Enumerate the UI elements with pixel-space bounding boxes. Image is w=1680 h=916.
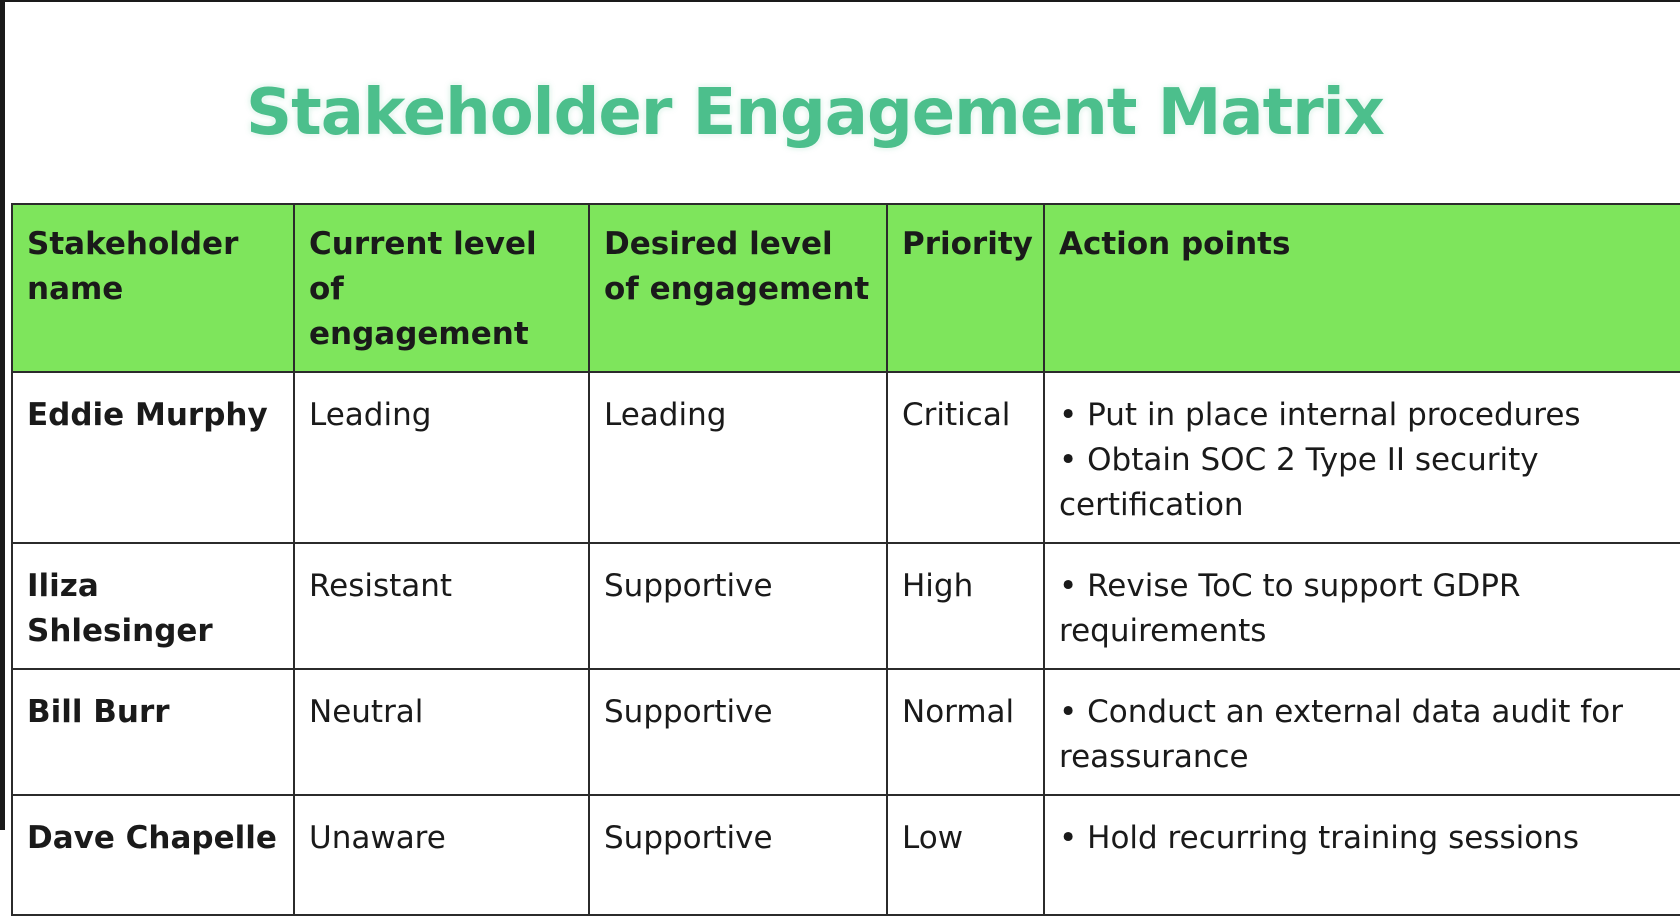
action-points-cell: Conduct an external data audit for reass… — [1043, 668, 1680, 796]
header-action-points: Action points — [1043, 203, 1680, 373]
page-title: Stakeholder Engagement Matrix — [246, 76, 1385, 150]
current-level-cell: Unaware — [293, 794, 590, 916]
desired-level-cell: Supportive — [588, 668, 888, 796]
desired-level-cell: Leading — [588, 371, 888, 544]
action-point-item: Revise ToC to support GDPR requirements — [1059, 564, 1680, 654]
current-level-cell: Neutral — [293, 668, 590, 796]
table-row: Iliza Shlesinger Resistant Supportive Hi… — [11, 542, 1680, 670]
header-stakeholder-name: Stakeholder name — [11, 203, 295, 373]
table-header-row: Stakeholder name Current level of engage… — [11, 203, 1680, 373]
table-row: Eddie Murphy Leading Leading Critical Pu… — [11, 371, 1680, 544]
stakeholder-name-cell: Dave Chapelle — [11, 794, 295, 916]
current-level-cell: Resistant — [293, 542, 590, 670]
priority-cell: Normal — [886, 668, 1045, 796]
priority-cell: High — [886, 542, 1045, 670]
action-points-cell: Put in place internal procedures Obtain … — [1043, 371, 1680, 544]
priority-cell: Critical — [886, 371, 1045, 544]
stakeholder-name-cell: Bill Burr — [11, 668, 295, 796]
desired-level-cell: Supportive — [588, 542, 888, 670]
action-point-item: Obtain SOC 2 Type II security certificat… — [1059, 438, 1680, 528]
header-current-level: Current level of engagement — [293, 203, 590, 373]
document-page: Stakeholder Engagement Matrix Stakeholde… — [0, 0, 1680, 830]
stakeholder-name-cell: Eddie Murphy — [11, 371, 295, 544]
action-points-cell: Hold recurring training sessions — [1043, 794, 1680, 916]
priority-cell: Low — [886, 794, 1045, 916]
header-priority: Priority — [886, 203, 1045, 373]
table-row: Dave Chapelle Unaware Supportive Low Hol… — [11, 794, 1680, 916]
stakeholder-engagement-table: Stakeholder name Current level of engage… — [11, 203, 1680, 916]
header-desired-level: Desired level of engagement — [588, 203, 888, 373]
desired-level-cell: Supportive — [588, 794, 888, 916]
table-row: Bill Burr Neutral Supportive Normal Cond… — [11, 668, 1680, 796]
current-level-cell: Leading — [293, 371, 590, 544]
stakeholder-name-cell: Iliza Shlesinger — [11, 542, 295, 670]
action-point-item: Hold recurring training sessions — [1059, 816, 1680, 861]
action-point-item: Put in place internal procedures — [1059, 393, 1680, 438]
action-points-cell: Revise ToC to support GDPR requirements — [1043, 542, 1680, 670]
action-point-item: Conduct an external data audit for reass… — [1059, 690, 1680, 780]
